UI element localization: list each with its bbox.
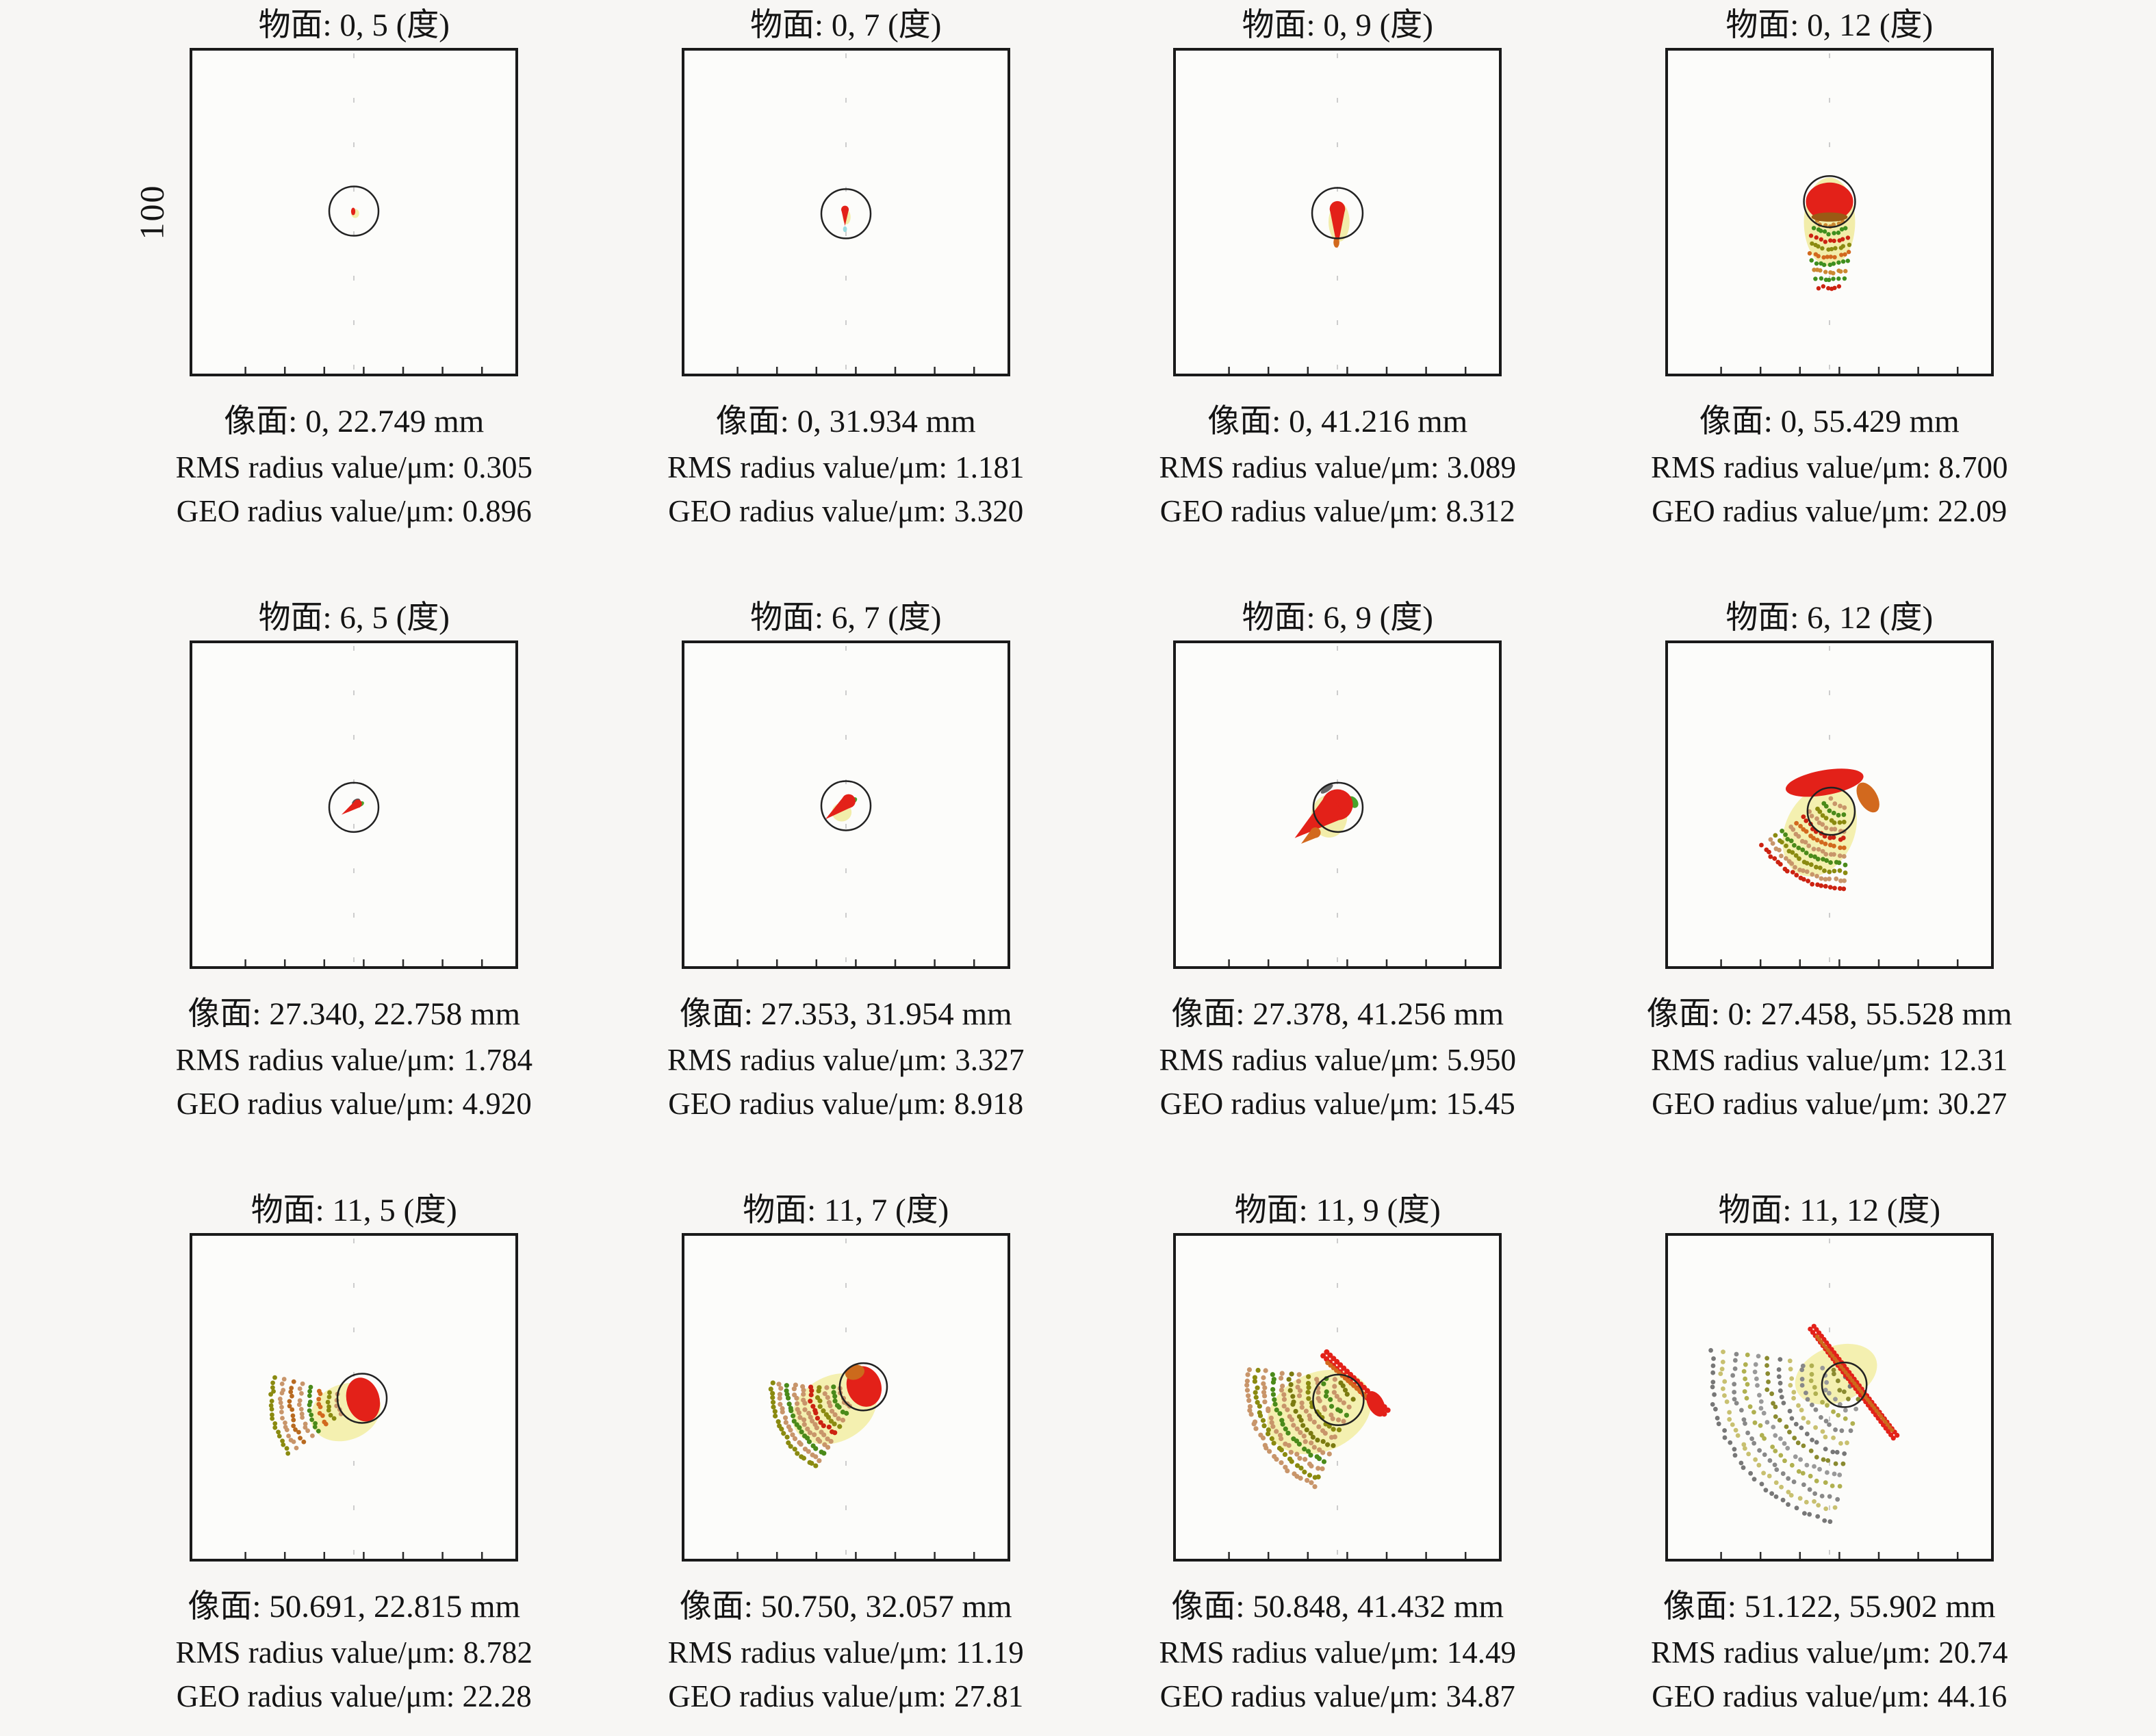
spot-panel: 物面: 0, 9 (度) 像面: 0, 41.216 mm RMS radius… xyxy=(1092,4,1584,597)
spot-box-wrap xyxy=(190,1233,519,1562)
object-field-title: 物面: 0, 12 (度) xyxy=(1725,8,1934,43)
scale-bar-label: 100 xyxy=(132,184,171,240)
image-plane-caption: 像面: 51.122, 55.902 mm xyxy=(1663,1589,1996,1624)
geo-radius-value: GEO radius value/μm: 15.45 xyxy=(1159,1087,1515,1121)
spot-box-wrap xyxy=(1665,48,1994,376)
image-plane-caption: 像面: 27.353, 31.954 mm xyxy=(679,996,1012,1032)
rms-radius-value: RMS radius value/μm: 8.700 xyxy=(1650,450,2008,484)
rms-radius-value: RMS radius value/μm: 3.089 xyxy=(1159,450,1517,484)
spot-panel: 物面: 0, 12 (度) 像面: 0, 55.429 mm RMS radiu… xyxy=(1584,4,2076,597)
spot-diagram-box xyxy=(681,640,1010,969)
geo-radius-value: GEO radius value/μm: 34.87 xyxy=(1159,1679,1515,1713)
spot-box-wrap xyxy=(1173,48,1502,376)
spot-diagram-box xyxy=(681,48,1010,376)
spot-diagram-box xyxy=(681,1233,1010,1562)
spot-panel: 物面: 6, 9 (度) 像面: 27.378, 41.256 mm RMS r… xyxy=(1092,597,1584,1189)
image-plane-caption: 像面: 27.340, 22.758 mm xyxy=(188,996,521,1032)
spot-box-wrap xyxy=(1665,1233,1994,1562)
image-plane-caption: 像面: 50.750, 32.057 mm xyxy=(679,1589,1012,1624)
spot-box-wrap xyxy=(681,640,1010,969)
image-plane-caption: 像面: 50.691, 22.815 mm xyxy=(188,1589,521,1624)
image-plane-caption: 像面: 0, 55.429 mm xyxy=(1699,404,1960,439)
spot-diagram-box xyxy=(1665,640,1994,969)
spot-box-wrap xyxy=(1665,640,1994,969)
geo-radius-value: GEO radius value/μm: 27.81 xyxy=(668,1679,1024,1713)
spot-panel: 物面: 11, 7 (度) 像面: 50.750, 32.057 mm RMS … xyxy=(600,1189,1092,1736)
spot-diagram-box xyxy=(1173,48,1502,376)
spot-panel: 物面: 11, 12 (度) 像面: 51.122, 55.902 mm RMS… xyxy=(1584,1189,2076,1736)
spot-box-wrap xyxy=(1173,1233,1502,1562)
rms-radius-value: RMS radius value/μm: 11.19 xyxy=(667,1635,1024,1670)
object-field-title: 物面: 6, 7 (度) xyxy=(750,600,942,636)
image-plane-caption: 像面: 0, 31.934 mm xyxy=(715,404,976,439)
object-field-title: 物面: 11, 12 (度) xyxy=(1718,1193,1941,1228)
rms-radius-value: RMS radius value/μm: 5.950 xyxy=(1159,1043,1517,1077)
geo-radius-value: GEO radius value/μm: 8.918 xyxy=(668,1087,1024,1121)
geo-radius-value: GEO radius value/μm: 8.312 xyxy=(1159,494,1515,528)
rms-radius-value: RMS radius value/μm: 0.305 xyxy=(175,450,533,484)
rms-radius-value: RMS radius value/μm: 8.782 xyxy=(175,1635,533,1670)
image-plane-caption: 像面: 0, 22.749 mm xyxy=(224,404,485,439)
image-plane-caption: 像面: 27.378, 41.256 mm xyxy=(1171,996,1504,1032)
spot-diagram-box xyxy=(1173,640,1502,969)
spot-diagram-box xyxy=(190,1233,519,1562)
object-field-title: 物面: 0, 5 (度) xyxy=(258,8,450,43)
object-field-title: 物面: 0, 9 (度) xyxy=(1242,8,1433,43)
geo-radius-value: GEO radius value/μm: 22.09 xyxy=(1652,494,2007,528)
rms-radius-value: RMS radius value/μm: 1.784 xyxy=(175,1043,533,1077)
spot-panel: 物面: 0, 7 (度) 像面: 0, 31.934 mm RMS radius… xyxy=(600,4,1092,597)
spot-box-wrap: 100 xyxy=(133,48,519,376)
spot-diagram-box xyxy=(190,48,519,376)
geo-radius-value: GEO radius value/μm: 0.896 xyxy=(176,494,532,528)
geo-radius-value: GEO radius value/μm: 30.27 xyxy=(1652,1087,2007,1121)
geo-radius-value: GEO radius value/μm: 4.920 xyxy=(176,1087,532,1121)
object-field-title: 物面: 11, 5 (度) xyxy=(251,1193,457,1228)
spot-diagram-box xyxy=(1173,1233,1502,1562)
rms-radius-value: RMS radius value/μm: 1.181 xyxy=(667,450,1025,484)
image-plane-caption: 像面: 50.848, 41.432 mm xyxy=(1171,1589,1504,1624)
rms-radius-value: RMS radius value/μm: 3.327 xyxy=(667,1043,1025,1077)
image-plane-caption: 像面: 0: 27.458, 55.528 mm xyxy=(1646,996,2012,1032)
spot-panel: 物面: 11, 9 (度) 像面: 50.848, 41.432 mm RMS … xyxy=(1092,1189,1584,1736)
object-field-title: 物面: 11, 9 (度) xyxy=(1234,1193,1441,1228)
spot-diagram-box xyxy=(1665,1233,1994,1562)
image-plane-caption: 像面: 0, 41.216 mm xyxy=(1207,404,1468,439)
spot-box-wrap xyxy=(681,1233,1010,1562)
object-field-title: 物面: 11, 7 (度) xyxy=(743,1193,949,1228)
object-field-title: 物面: 6, 5 (度) xyxy=(258,600,450,636)
spot-diagram-box xyxy=(190,640,519,969)
spot-box-wrap xyxy=(1173,640,1502,969)
spot-box-wrap xyxy=(190,640,519,969)
rms-radius-value: RMS radius value/μm: 20.74 xyxy=(1650,1635,2008,1670)
geo-radius-value: GEO radius value/μm: 22.28 xyxy=(176,1679,532,1713)
geo-radius-value: GEO radius value/μm: 44.16 xyxy=(1652,1679,2007,1713)
spot-panel: 物面: 0, 5 (度) 100 像面: 0, 22.749 mm RMS ra… xyxy=(108,4,600,597)
spot-panel: 物面: 11, 5 (度) 像面: 50.691, 22.815 mm RMS … xyxy=(108,1189,600,1736)
spot-panel: 物面: 6, 7 (度) 像面: 27.353, 31.954 mm RMS r… xyxy=(600,597,1092,1189)
object-field-title: 物面: 6, 9 (度) xyxy=(1242,600,1433,636)
spot-box-wrap xyxy=(681,48,1010,376)
spot-panel: 物面: 6, 5 (度) 像面: 27.340, 22.758 mm RMS r… xyxy=(108,597,600,1189)
spot-panel: 物面: 6, 12 (度) 像面: 0: 27.458, 55.528 mm R… xyxy=(1584,597,2076,1189)
rms-radius-value: RMS radius value/μm: 14.49 xyxy=(1159,1635,1517,1670)
rms-radius-value: RMS radius value/μm: 12.31 xyxy=(1650,1043,2008,1077)
geo-radius-value: GEO radius value/μm: 3.320 xyxy=(668,494,1024,528)
object-field-title: 物面: 6, 12 (度) xyxy=(1725,600,1934,636)
object-field-title: 物面: 0, 7 (度) xyxy=(750,8,942,43)
spot-diagram-box xyxy=(1665,48,1994,376)
